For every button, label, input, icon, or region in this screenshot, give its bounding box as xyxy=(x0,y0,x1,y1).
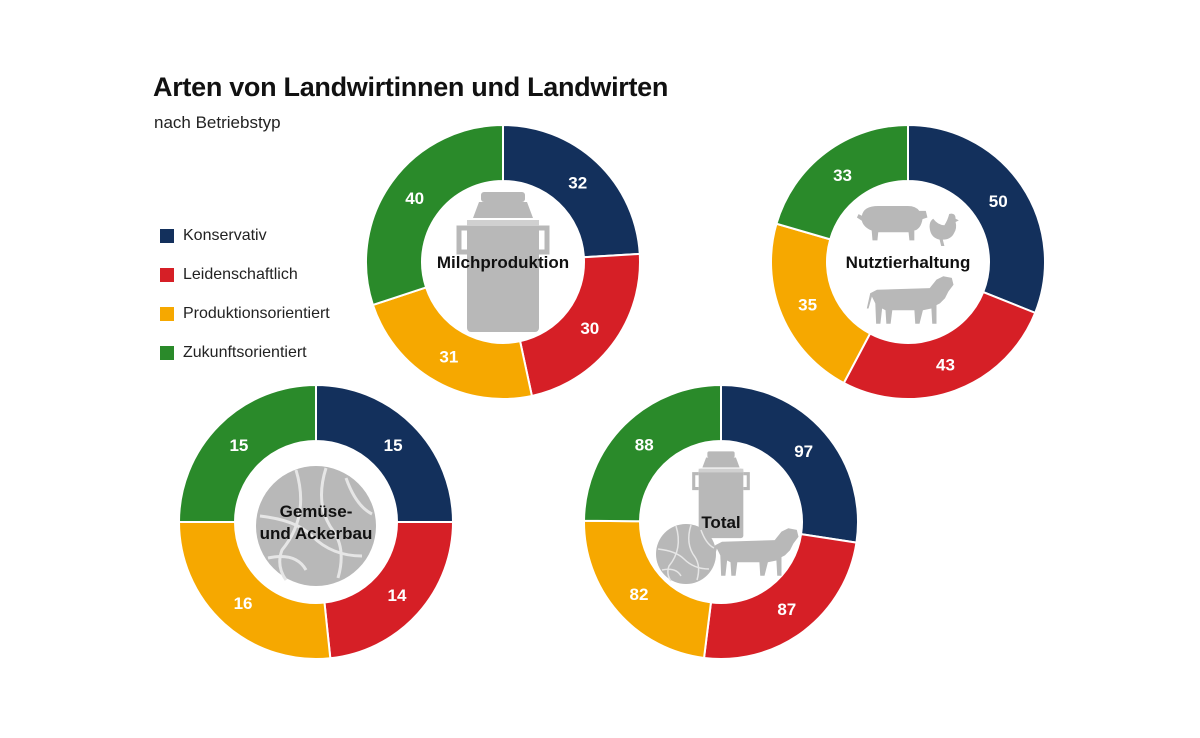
value-label: 88 xyxy=(635,436,654,455)
donut-segment-leidenschaftlich xyxy=(323,521,455,660)
center-label: Total xyxy=(701,513,740,532)
value-label: 35 xyxy=(798,295,817,314)
value-label: 82 xyxy=(630,585,649,604)
donut-segment-produktionsorientiert xyxy=(770,222,872,385)
value-label: 14 xyxy=(388,586,407,605)
legend-swatch xyxy=(160,307,174,321)
donut-segment-konservativ xyxy=(502,123,641,259)
donut-chart-4: 97 87 82 88 Total xyxy=(582,383,859,660)
legend-swatch xyxy=(160,268,174,282)
donut-segment-konservativ xyxy=(907,123,1046,315)
center-label: Gemüse- xyxy=(280,502,353,521)
value-label: 16 xyxy=(234,594,253,613)
cow-icon xyxy=(866,276,954,324)
legend-label: Leidenschaftlich xyxy=(183,266,298,283)
center-label: Milchproduktion xyxy=(437,253,569,272)
donut-chart-2: 50 43 35 33 Nutztierhaltung xyxy=(770,123,1046,400)
legend-item-leidenschaftlich: Leidenschaftlich xyxy=(160,265,330,285)
value-label: 33 xyxy=(833,166,852,185)
value-label: 30 xyxy=(580,319,599,338)
cabbage-icon xyxy=(256,466,376,586)
legend: Konservativ Leidenschaftlich Produktions… xyxy=(160,226,330,382)
donut-segment-zukunftsorientiert xyxy=(582,383,722,523)
value-label: 32 xyxy=(568,174,587,193)
center-label: und Ackerbau xyxy=(260,524,373,543)
donut-segment-zukunftsorientiert xyxy=(365,123,504,307)
legend-item-produktionsorientiert: Produktionsorientiert xyxy=(160,304,330,324)
value-label: 15 xyxy=(384,436,403,455)
donut-segment-zukunftsorientiert xyxy=(775,123,909,241)
donut-segment-konservativ xyxy=(720,383,859,544)
center-label: Nutztierhaltung xyxy=(846,253,971,272)
legend-swatch xyxy=(160,346,174,360)
value-label: 40 xyxy=(405,189,424,208)
milk-can-icon xyxy=(456,192,550,332)
donut-segment-konservativ xyxy=(315,383,455,523)
cow-icon xyxy=(711,528,799,576)
cabbage-icon xyxy=(656,524,716,584)
chart-title: Arten von Landwirtinnen und Landwirten xyxy=(153,72,669,102)
value-label: 97 xyxy=(794,442,813,461)
legend-label: Produktionsorientiert xyxy=(183,305,330,322)
value-label: 50 xyxy=(989,192,1008,211)
donut-segment-produktionsorientiert xyxy=(583,519,713,660)
value-label: 87 xyxy=(777,600,796,619)
donut-chart-3: 15 14 16 15 Gemüse-und Ackerbau xyxy=(177,383,455,660)
legend-item-zukunftsorientiert: Zukunftsorientiert xyxy=(160,343,330,363)
legend-item-konservativ: Konservativ xyxy=(160,226,330,246)
legend-label: Zukunftsorientiert xyxy=(183,344,307,361)
milk-can-icon xyxy=(692,451,750,539)
value-label: 43 xyxy=(936,355,955,374)
donut-chart-1: 32 30 31 40 Milchproduktion xyxy=(365,123,641,400)
legend-label: Konservativ xyxy=(183,227,267,244)
donut-segment-leidenschaftlich xyxy=(702,533,858,660)
donut-segment-leidenschaftlich xyxy=(842,290,1037,400)
donut-segment-produktionsorientiert xyxy=(177,521,332,660)
donut-segment-produktionsorientiert xyxy=(371,286,534,400)
legend-swatch xyxy=(160,229,174,243)
chicken-icon xyxy=(929,213,959,246)
value-label: 31 xyxy=(439,348,458,367)
donut-segment-zukunftsorientiert xyxy=(177,383,317,523)
pig-icon xyxy=(856,205,928,241)
value-label: 15 xyxy=(229,436,248,455)
chart-subtitle: nach Betriebstyp xyxy=(154,113,281,132)
